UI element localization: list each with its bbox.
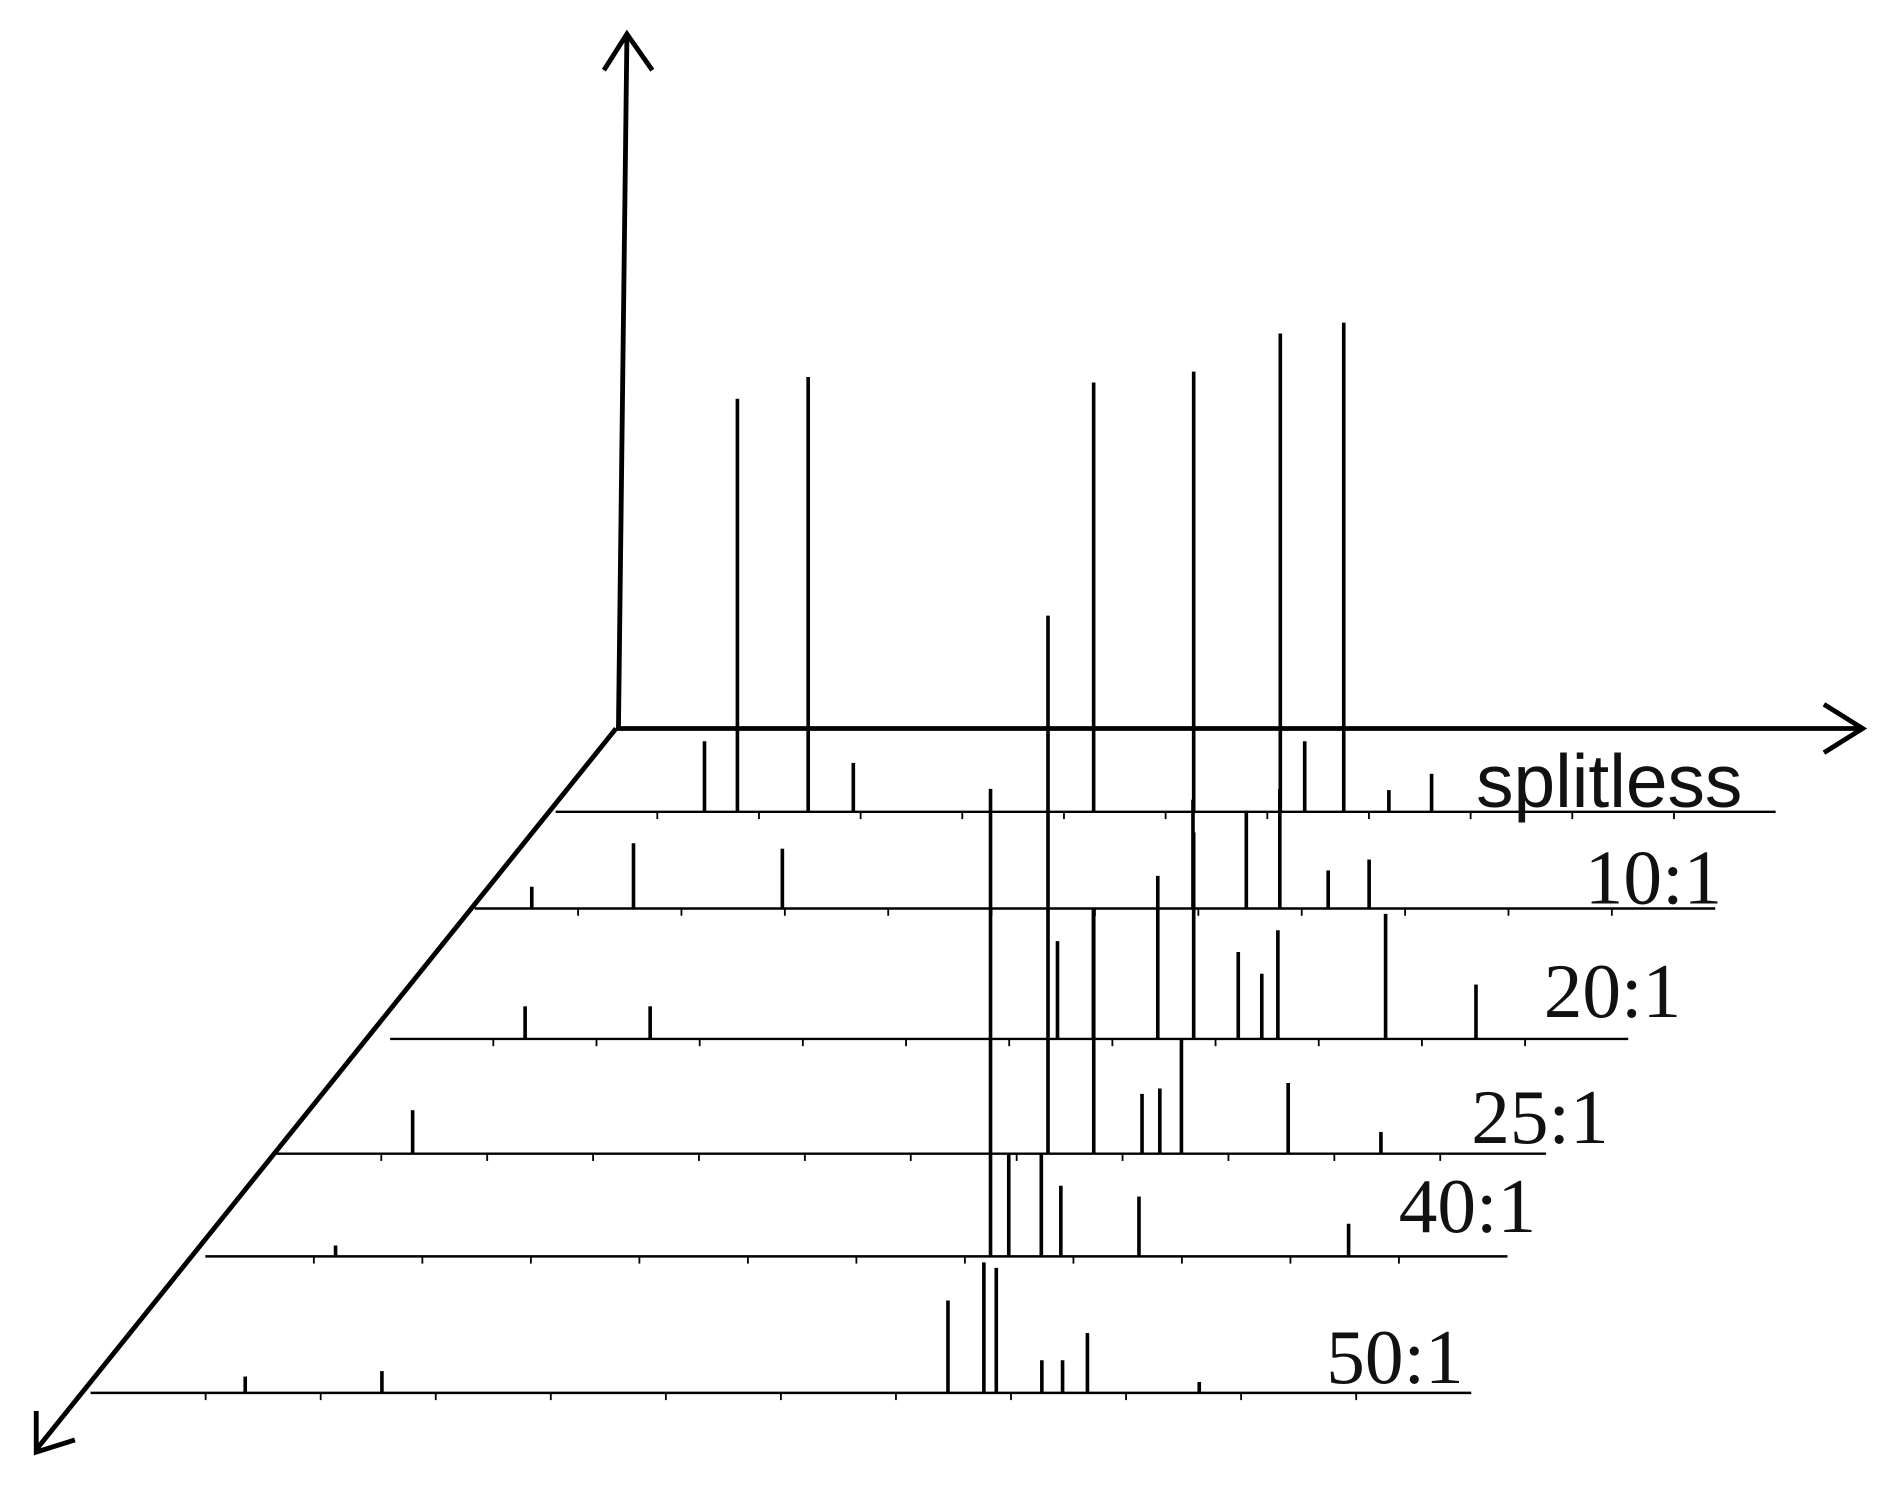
arrow-head [1822,702,1868,755]
series-label: 40:1 [1399,1163,1536,1249]
arrow-head [33,1410,76,1456]
depth-axis [34,726,618,1452]
axes [33,29,1868,1456]
series-label: splitless [1476,739,1742,823]
series-label: 20:1 [1544,948,1681,1034]
series-label: 50:1 [1326,1314,1463,1400]
vertical-axis [616,36,630,729]
arrow-head [601,29,655,72]
series-label: 25:1 [1471,1074,1608,1160]
series-label: 10:1 [1585,835,1722,921]
